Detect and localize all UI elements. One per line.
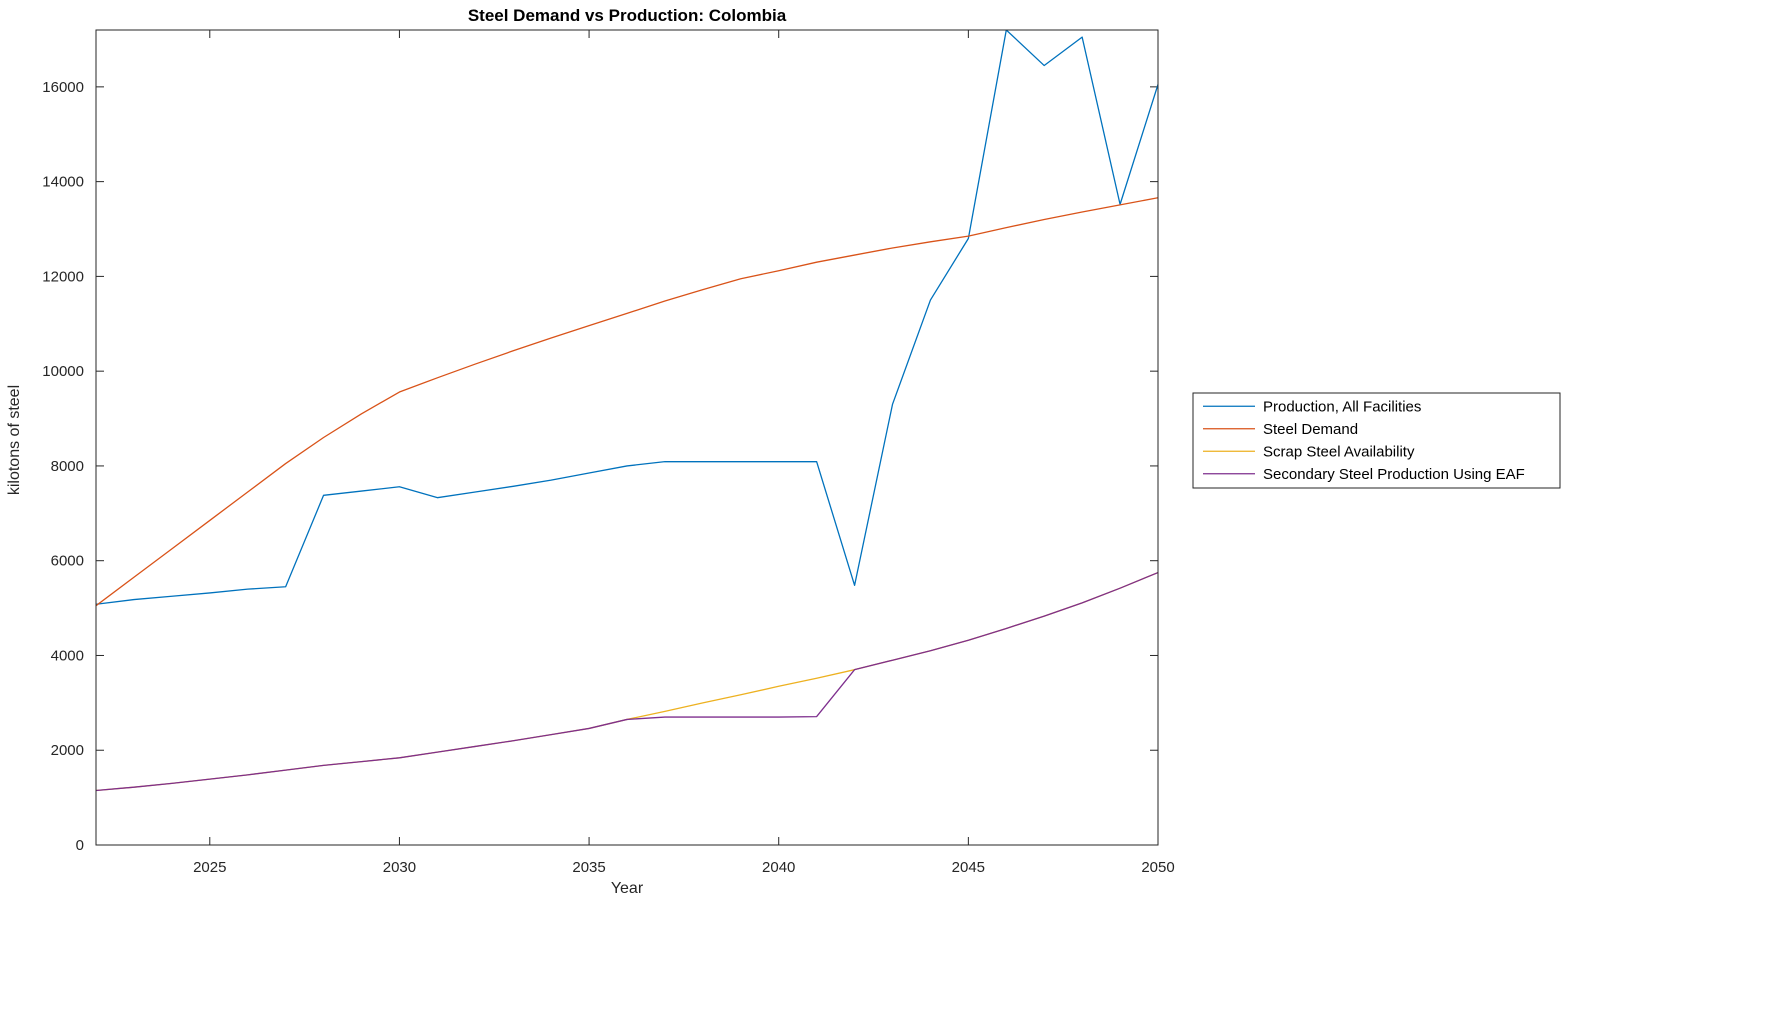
y-tick-label: 2000 [51, 742, 84, 759]
y-tick-label: 6000 [51, 553, 84, 570]
y-axis-label: kilotons of steel [6, 385, 23, 495]
y-tick-label: 4000 [51, 647, 84, 664]
legend-box [1192, 392, 1561, 489]
legend-label: Secondary Steel Production Using EAF [1263, 466, 1525, 483]
y-tick-label: 10000 [42, 363, 84, 380]
series-line-3 [96, 571, 1158, 792]
series-lines [96, 30, 1158, 792]
y-tick-label: 8000 [51, 458, 84, 475]
series-line-0 [96, 30, 1158, 605]
y-tick-label: 14000 [42, 174, 84, 191]
plot-area: 2025 2030 2035 2040 2045 2050 0 2000 4000 6000 800… [42, 29, 1175, 876]
legend: Production, All Facilities Steel Demand Sc… [1192, 392, 1561, 489]
x-tick-label: 2025 [193, 859, 226, 876]
x-axis-label: Year [611, 880, 644, 897]
y-tick-label: 0 [76, 837, 84, 854]
plot-background [96, 30, 1158, 845]
axes-box [95, 29, 1159, 846]
x-tick-label: 2050 [1141, 859, 1174, 876]
x-tick-label: 2030 [383, 859, 416, 876]
legend-label: Steel Demand [1263, 421, 1358, 438]
x-tick-label: 2035 [572, 859, 605, 876]
x-tick-label: 2040 [762, 859, 795, 876]
legend-label: Scrap Steel Availability [1263, 443, 1415, 460]
x-tick-label: 2045 [952, 859, 985, 876]
chart-title: Steel Demand vs Production: Colombia [468, 6, 787, 25]
y-tick-label: 12000 [42, 268, 84, 285]
series-line-1 [96, 197, 1158, 607]
legend-label: Production, All Facilities [1263, 398, 1421, 415]
y-tick-label: 16000 [42, 79, 84, 96]
